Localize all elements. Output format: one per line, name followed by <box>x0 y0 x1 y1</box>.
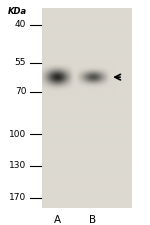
Text: KDa: KDa <box>8 7 27 16</box>
Text: 55: 55 <box>15 58 26 67</box>
Text: A: A <box>53 215 61 225</box>
Text: 40: 40 <box>15 20 26 29</box>
Text: 70: 70 <box>15 87 26 96</box>
Text: 170: 170 <box>9 194 26 202</box>
Text: B: B <box>89 215 97 225</box>
Text: 130: 130 <box>9 161 26 170</box>
Text: 100: 100 <box>9 130 26 139</box>
FancyBboxPatch shape <box>42 9 132 208</box>
